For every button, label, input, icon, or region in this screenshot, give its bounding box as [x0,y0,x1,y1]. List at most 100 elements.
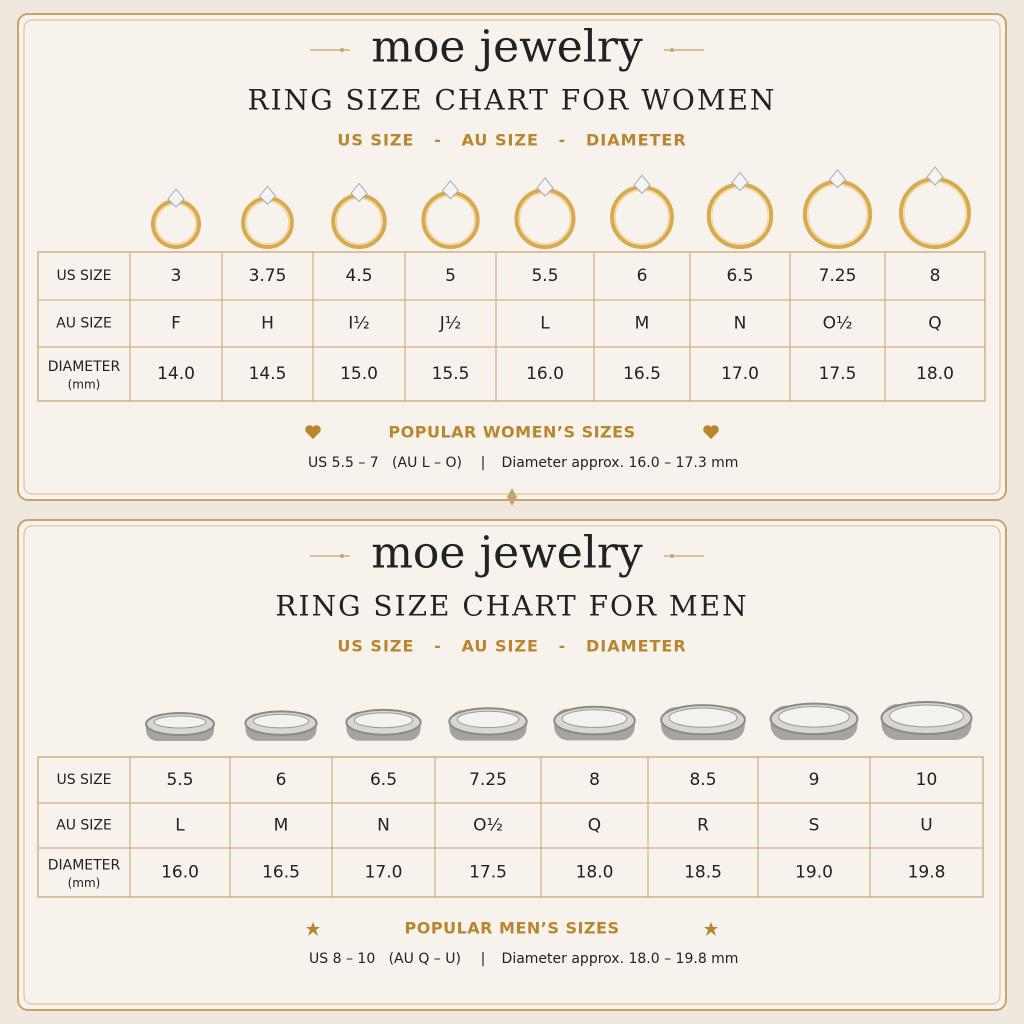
table-cell: 18.0 [576,863,614,883]
table-cell: 15.5 [432,364,470,384]
table-cell: N [377,816,390,836]
table-cell: 16.0 [526,364,564,384]
popular-range: US 5.5 – 7 (AU L – O) [308,455,462,471]
popular-separator: | [481,455,486,471]
table-cell: 16.5 [262,863,300,883]
men-panel-inner [23,525,1001,1005]
row-header: DIAMETER [48,359,121,375]
table-cell: 6 [637,266,648,286]
table-cell: M [274,816,289,836]
table-cell: 7.25 [819,266,857,286]
table-cell: R [697,816,709,836]
table-cell: 17.0 [721,364,759,384]
table-cell: 18.0 [916,364,954,384]
row-header: US SIZE [56,268,111,284]
men-panel [17,519,1007,1011]
table-cell: U [920,816,932,836]
title: RING SIZE CHART FOR MEN [275,590,748,623]
table-cell: 16.5 [623,364,661,384]
subtitle: US SIZE - AU SIZE - DIAMETER [337,131,686,150]
table-cell: Q [928,314,941,334]
ring-stone [350,182,368,203]
brand: moe jewelry [371,528,643,579]
table-cell: 3.75 [249,266,287,286]
ring-stone [731,171,749,192]
table-cell: J½ [439,314,462,334]
popular-heading: POPULAR WOMEN’S SIZES [388,423,635,442]
table-cell: O½ [473,816,503,836]
ring-stone [536,177,554,197]
table-cell: H [261,314,274,334]
star-icon [306,922,320,936]
ring-stone [441,179,460,200]
title: RING SIZE CHART FOR WOMEN [248,84,777,117]
ornament-dot [340,48,344,52]
row-header: US SIZE [56,772,111,788]
band-icon-hole [456,710,520,729]
row-header: AU SIZE [56,818,112,834]
table-cell: I½ [348,314,370,334]
table-cell: 19.8 [908,863,946,883]
table-cell: M [635,314,650,334]
heart-icon [703,425,719,439]
table-cell: L [540,314,550,334]
table-cell: 14.0 [157,364,195,384]
table-cell: Q [588,816,601,836]
ornament-dot [340,554,344,558]
table-cell: S [809,816,820,836]
brand: moe jewelry [371,22,643,73]
content: moe jewelry RING SIZE CHART FOR WOMEN US S… [37,22,986,967]
table-cell: 9 [809,770,820,790]
table-cell: 17.0 [365,863,403,883]
table-cell: 8 [589,770,600,790]
table-cell: 6.5 [726,266,753,286]
ring-stone [828,168,847,189]
popular-separator: | [481,951,486,967]
table-cell: 8.5 [689,770,716,790]
table-cell: 6 [276,770,287,790]
ring-stone [926,166,944,186]
table-cell: L [175,816,185,836]
band-icon-hole [889,704,964,728]
ring-stone [633,174,651,194]
band-icon-hole [353,712,414,729]
row-header: DIAMETER [48,858,121,874]
divider-ornament [507,488,517,506]
table-cell: 18.5 [684,863,722,883]
band-icon-hole [252,713,310,729]
popular-diameter: Diameter approx. 18.0 – 19.8 mm [502,951,739,967]
popular-heading: POPULAR MEN’S SIZES [405,919,620,938]
table-cell: F [171,314,181,334]
table-cell: 16.0 [161,863,199,883]
table-cell: 15.0 [340,364,378,384]
ornament-dot [670,554,674,558]
table-cell: O½ [823,314,853,334]
table-cell: N [734,314,747,334]
ornament-dot [670,48,674,52]
star-icon [704,922,718,936]
table-cell: 5.5 [166,770,193,790]
table-cell: 5 [445,266,456,286]
subtitle: US SIZE - AU SIZE - DIAMETER [337,637,686,656]
band-icon-hole [153,715,207,729]
heart-icon [305,425,321,439]
table-cell: 8 [930,266,941,286]
table-cell: 10 [916,770,938,790]
table-cell: 6.5 [370,770,397,790]
row-header-unit: (mm) [68,378,101,392]
band-icon-hole [778,706,850,728]
row-header-unit: (mm) [68,876,101,890]
band-icon-hole [668,707,738,728]
table-cell: 14.5 [249,364,287,384]
ring-stone [258,185,277,205]
row-header: AU SIZE [56,316,112,332]
ring-stone [167,188,185,208]
table-cell: 19.0 [795,863,833,883]
popular-range: US 8 – 10 (AU Q – U) [309,951,461,967]
popular-diameter: Diameter approx. 16.0 – 17.3 mm [502,455,739,471]
table-cell: 17.5 [819,364,857,384]
table-cell: 17.5 [469,863,507,883]
table-cell: 5.5 [531,266,558,286]
table-cell: 7.25 [469,770,507,790]
